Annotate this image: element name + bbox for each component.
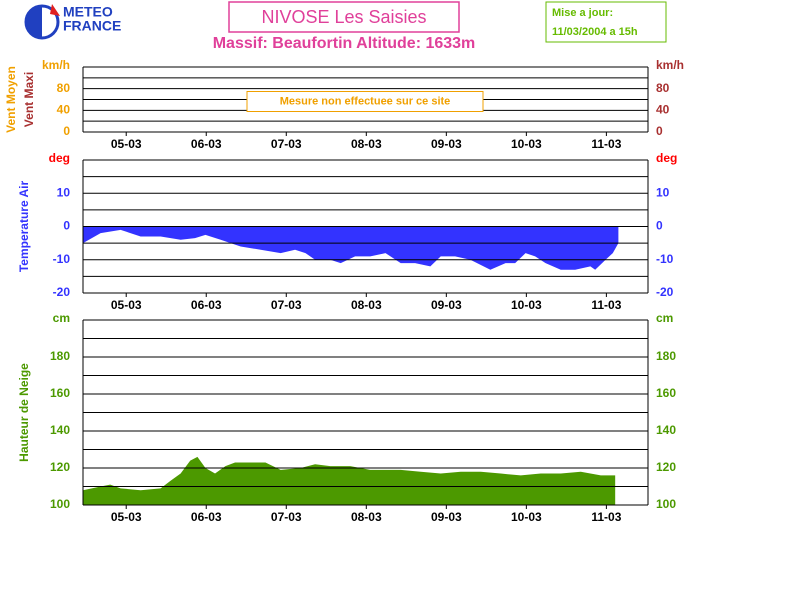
unit-label: km/h	[656, 58, 684, 72]
x-tick-label: 08-03	[351, 298, 382, 312]
y2-tick-label: 40	[656, 103, 670, 117]
x-tick-label: 10-03	[511, 137, 542, 151]
subtitle: Massif: Beaufortin Altitude: 1633m	[213, 35, 476, 52]
logo-flag	[50, 4, 60, 16]
x-tick-label: 08-03	[351, 510, 382, 524]
update-date: 11/03/2004 a 15h	[552, 26, 638, 38]
x-tick-label: 09-03	[431, 298, 462, 312]
y-tick-label: -20	[53, 285, 71, 299]
logo-half	[26, 6, 42, 38]
logo-text: FRANCE	[63, 18, 121, 34]
x-tick-label: 06-03	[191, 137, 222, 151]
annotation-box	[246, 91, 484, 112]
annotation: Mesure non effectuee sur ce site	[280, 95, 451, 107]
y-axis-title: Vent Maxi	[22, 72, 36, 127]
y-tick-label: 120	[50, 460, 70, 474]
unit-label: deg	[656, 151, 677, 165]
y-tick-label: 100	[50, 497, 70, 511]
x-tick-label: 09-03	[431, 510, 462, 524]
panel: 0 0 40 40 80 80 km/h km/h 05-03 06-03 07-03 08-03 09…	[4, 58, 684, 151]
y-tick-label: 140	[50, 423, 70, 437]
y-tick-label: 0	[63, 219, 70, 233]
x-tick-label: 07-03	[271, 510, 302, 524]
panel: 100 100 120 120 140 140 160 160 180 180 cm cm 05-03 0…	[17, 311, 676, 524]
x-tick-label: 06-03	[191, 510, 222, 524]
unit-label: cm	[656, 311, 673, 325]
x-tick-label: 10-03	[511, 510, 542, 524]
x-tick-label: 06-03	[191, 298, 222, 312]
x-tick-label: 07-03	[271, 298, 302, 312]
x-tick-label: 11-03	[591, 298, 621, 312]
title-box	[228, 1, 460, 33]
y2-tick-label: 80	[656, 81, 670, 95]
y-axis-title: Temperature Air	[17, 180, 31, 272]
y2-tick-label: -20	[656, 285, 674, 299]
logo: METEO FRANCE	[24, 4, 121, 40]
y-tick-label: -10	[53, 252, 71, 266]
unit-label: deg	[49, 151, 70, 165]
y-tick-label: 80	[57, 81, 71, 95]
x-tick-label: 11-03	[591, 137, 621, 151]
x-tick-label: 08-03	[351, 137, 382, 151]
x-tick-label: 05-03	[111, 510, 142, 524]
x-tick-label: 05-03	[111, 298, 142, 312]
y-tick-label: 180	[50, 349, 70, 363]
update-box	[545, 1, 667, 43]
panel: -20 -20 -10 -10 0 0 10 10 deg deg 05-03 06-03 07-03 0…	[17, 151, 677, 312]
title: NIVOSE Les Saisies	[261, 7, 426, 27]
y2-tick-label: 100	[656, 497, 676, 511]
y2-tick-label: 0	[656, 124, 663, 138]
unit-label: cm	[53, 311, 70, 325]
x-tick-label: 11-03	[591, 510, 621, 524]
y2-tick-label: 10	[656, 185, 670, 199]
y2-tick-label: 120	[656, 460, 676, 474]
x-tick-label: 07-03	[271, 137, 302, 151]
y-tick-label: 10	[57, 185, 71, 199]
area	[83, 456, 616, 505]
y-axis-title: Hauteur de Neige	[17, 363, 31, 462]
y-tick-label: 160	[50, 386, 70, 400]
y2-tick-label: 0	[656, 219, 663, 233]
x-tick-label: 05-03	[111, 137, 142, 151]
update-label: Mise a jour:	[552, 7, 613, 19]
y2-tick-label: -10	[656, 252, 674, 266]
y2-tick-label: 140	[656, 423, 676, 437]
y2-tick-label: 160	[656, 386, 676, 400]
y-tick-label: 0	[63, 124, 70, 138]
x-tick-label: 10-03	[511, 298, 542, 312]
y-tick-label: 40	[57, 103, 71, 117]
x-tick-label: 09-03	[431, 137, 462, 151]
area	[83, 226, 619, 270]
unit-label: km/h	[42, 58, 70, 72]
logo-text: METEO	[63, 4, 113, 20]
y-axis-title: Vent Moyen	[4, 66, 18, 133]
y2-tick-label: 180	[656, 349, 676, 363]
